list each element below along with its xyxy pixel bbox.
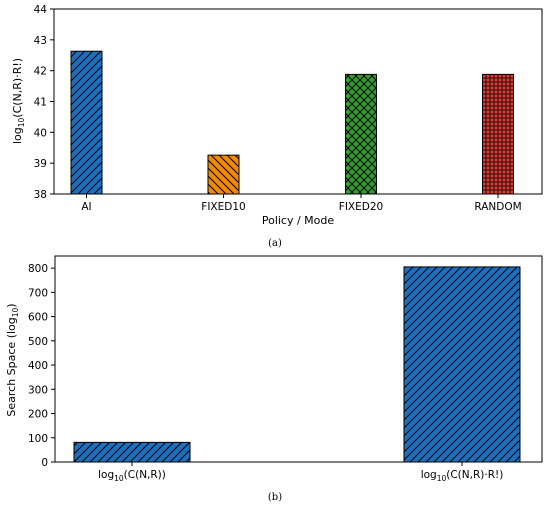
- bar-b-1-hatch: [404, 266, 520, 462]
- y-tick-label-b-400: 400: [28, 360, 48, 372]
- y-tick-label-b-600: 600: [28, 312, 48, 324]
- y-tick-label-a-42: 42: [34, 66, 47, 78]
- y-tick-label-a-41: 41: [34, 97, 47, 109]
- bar-a-3-hatch: [482, 74, 514, 194]
- y-tick-label-a-43: 43: [34, 35, 47, 47]
- x-tick-label-log10-c-n-r-r: log10(C(N,R)·R!): [421, 469, 504, 483]
- bar-a-1: [207, 154, 240, 195]
- chart-b-ylabel: Search Space (log10): [5, 303, 20, 416]
- x-tick-label-fixed20: FIXED20: [339, 201, 383, 213]
- x-tick-label-ai: AI: [81, 201, 91, 213]
- bar-a-1-hatch: [208, 155, 239, 194]
- y-tick-label-b-500: 500: [28, 336, 48, 348]
- bar-a-2-hatch: [345, 74, 377, 194]
- chart-a-bars: [70, 50, 514, 195]
- y-tick-label-b-100: 100: [28, 433, 48, 445]
- x-tick-label-log10-c-n-r: log10(C(N,R)): [98, 469, 166, 483]
- bar-a-0: [70, 50, 103, 195]
- bar-b-1: [403, 266, 521, 463]
- chart-a-frame: [53, 8, 543, 195]
- y-tick-label-a-40: 40: [34, 127, 47, 139]
- bar-a-2: [345, 73, 377, 195]
- y-tick-label-b-200: 200: [28, 409, 48, 421]
- bar-b-0: [73, 441, 191, 463]
- y-tick-label-b-800: 800: [28, 263, 48, 275]
- chart-b-yticks: 0 100 200 300 400 500 600 700 800: [28, 263, 55, 469]
- y-tick-label-b-0: 0: [41, 457, 48, 469]
- bar-a-3: [482, 73, 514, 195]
- y-tick-label-a-44: 44: [34, 4, 48, 16]
- bar-a-0-hatch: [71, 51, 102, 194]
- chart-a-ylabel: log10(C(N,R)·R!): [11, 58, 26, 144]
- chart-a-xticks: AI FIXED10 FIXED20 RANDOM: [81, 194, 522, 213]
- chart-a-yticks: 38 39 40 41 42 43 44: [34, 4, 54, 201]
- y-tick-label-b-700: 700: [28, 287, 48, 299]
- y-tick-label-a-38: 38: [34, 189, 47, 201]
- chart-b-xticks: log10(C(N,R)) log10(C(N,R)·R!): [98, 462, 503, 483]
- y-tick-label-a-39: 39: [34, 158, 47, 170]
- chart-b-frame: [54, 255, 543, 463]
- chart-a-panel-label: (a): [268, 238, 282, 249]
- y-tick-label-b-300: 300: [28, 384, 48, 396]
- chart-b-panel-label: (b): [268, 492, 282, 503]
- chart-a-xlabel: Policy / Mode: [262, 214, 335, 227]
- x-tick-label-random: RANDOM: [474, 201, 521, 213]
- bar-b-0-hatch: [74, 442, 190, 462]
- chart-a: 38 39 40 41 42 43 44 AI FIXED10 FIXED20 RANDOM lo…: [11, 4, 543, 249]
- chart-b-bars: [73, 266, 521, 463]
- x-tick-label-fixed10: FIXED10: [201, 201, 245, 213]
